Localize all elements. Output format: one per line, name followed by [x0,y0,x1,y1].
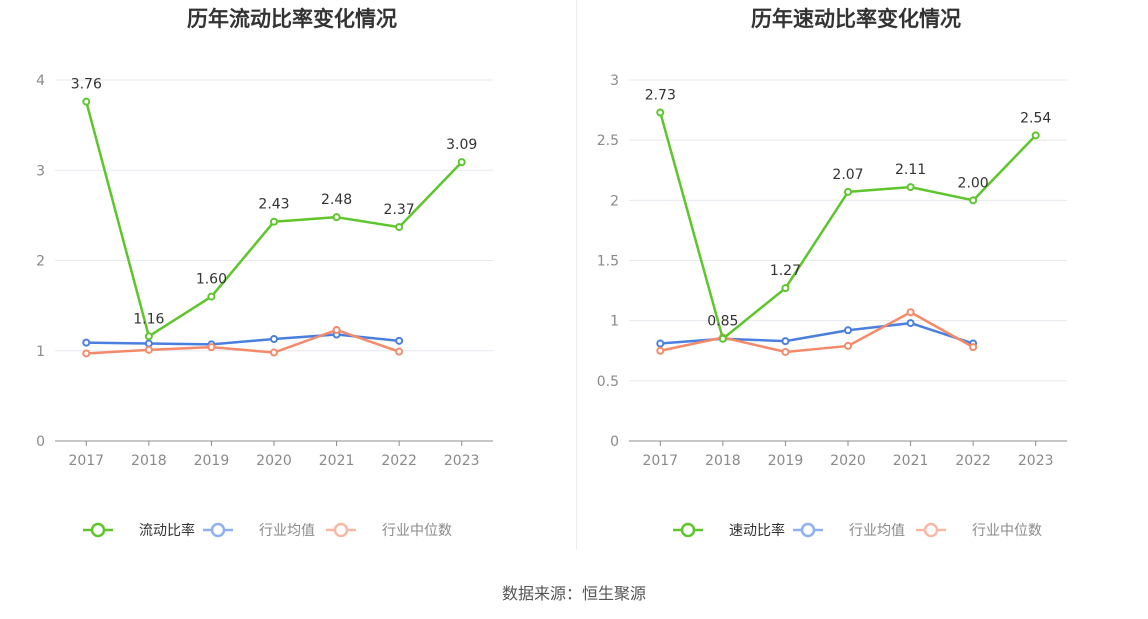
data-label: 2.07 [832,167,863,183]
line-chart: 历年速动比率变化情况 0 0.5 1 1.5 2 2.5 3 2017 2018 2019 2020 2… [597,7,1067,539]
series-point [781,337,790,346]
x-tick-label: 2021 [893,453,929,469]
series-point [457,158,466,167]
legend-label: 行业均值 [259,523,315,539]
series-point [144,332,153,341]
series-point [844,341,852,350]
legend-marker [90,522,106,538]
series-point [332,325,341,334]
data-label: 2.43 [258,197,289,213]
series-point [969,196,978,205]
x-tick-label: 2022 [955,453,991,469]
chart-title: 历年流动比率变化情况 [187,7,397,31]
x-tick-label: 2023 [1018,453,1054,469]
data-label: 2.00 [958,175,989,191]
series-point [144,345,153,354]
series-point [781,284,790,293]
series-point [144,339,153,348]
y-tick-label: 2 [36,254,45,270]
series-point [1031,131,1040,140]
chart-panel-quick-ratio: 历年速动比率变化情况 0 0.5 1 1.5 2 2.5 3 2017 2018 2019 2020 2… [574,0,1148,560]
y-tick-label: 0 [610,434,619,450]
data-label: 1.16 [133,311,164,327]
series-point [906,308,915,317]
series-line [659,112,1037,340]
series-point [395,347,404,356]
series-point [656,108,665,117]
data-label: 0.85 [707,314,738,330]
data-label: 2.73 [645,87,676,103]
series-point [844,187,852,196]
legend-label: 速动比率 [729,522,785,539]
y-tick-label: 2.5 [597,133,619,149]
series-point [781,347,790,356]
x-tick-label: 2019 [768,453,804,469]
legend-label: 行业中位数 [382,523,452,539]
series-point [906,183,915,192]
series-line [86,328,400,355]
data-label: 2.37 [384,202,415,218]
x-tick-label: 2022 [381,453,417,469]
legend-marker [923,522,939,538]
series-point [82,338,91,347]
series-point [270,217,278,226]
y-tick-label: 0 [36,434,45,450]
x-tick-label: 2019 [194,453,230,469]
series-line [86,333,400,346]
y-tick-label: 3 [610,73,619,89]
line-chart: 历年流动比率变化情况 0 1 2 3 4 2017 2018 2019 2020 2021 2022 2… [36,7,493,539]
x-tick-label: 2017 [642,453,678,469]
series-point [656,339,665,348]
data-label: 2.48 [321,192,352,208]
series-point [656,346,665,355]
y-tick-label: 0.5 [597,374,619,390]
legend-label: 行业中位数 [972,523,1042,539]
y-tick-label: 2 [610,193,619,209]
series-point [82,349,91,358]
x-tick-label: 2021 [319,453,355,469]
x-tick-label: 2020 [830,453,866,469]
chart-panel-current-ratio: 历年流动比率变化情况 0 1 2 3 4 2017 2018 2019 2020 2021 2022 2… [0,0,574,560]
x-tick-label: 2020 [256,453,292,469]
data-label: 3.76 [71,77,102,93]
series-point [332,213,341,222]
x-tick-label: 2018 [131,453,167,469]
chart-title: 历年速动比率变化情况 [751,7,961,31]
legend-marker [333,522,349,538]
series-point [844,326,852,335]
series-point [270,348,278,357]
y-tick-label: 4 [36,73,45,89]
legend-label: 流动比率 [139,522,195,539]
legend-label: 行业均值 [849,523,905,539]
data-label: 2.11 [895,162,926,178]
x-tick-label: 2023 [444,453,480,469]
y-tick-label: 1 [610,314,619,330]
x-tick-label: 2017 [68,453,104,469]
data-label: 2.54 [1020,110,1051,126]
series-point [207,292,216,301]
x-tick-label: 2018 [705,453,741,469]
panel-divider [576,0,577,550]
series-point [395,223,404,232]
data-label: 1.27 [770,263,801,279]
series-point [906,319,915,328]
source-note: 数据来源：恒生聚源 [501,584,646,603]
data-label: 3.09 [446,137,477,153]
series-line [660,310,974,354]
series-point [207,343,216,352]
y-tick-label: 1.5 [597,254,619,270]
y-tick-label: 1 [36,344,45,360]
legend-marker [800,522,816,538]
series-point [270,335,278,344]
legend-marker [680,522,696,538]
legend-marker [210,522,226,538]
series-point [969,343,978,352]
data-label: 1.60 [196,272,227,288]
series-point [82,97,91,106]
series-point [718,334,727,343]
series-point [395,336,404,345]
y-tick-label: 3 [36,163,45,179]
